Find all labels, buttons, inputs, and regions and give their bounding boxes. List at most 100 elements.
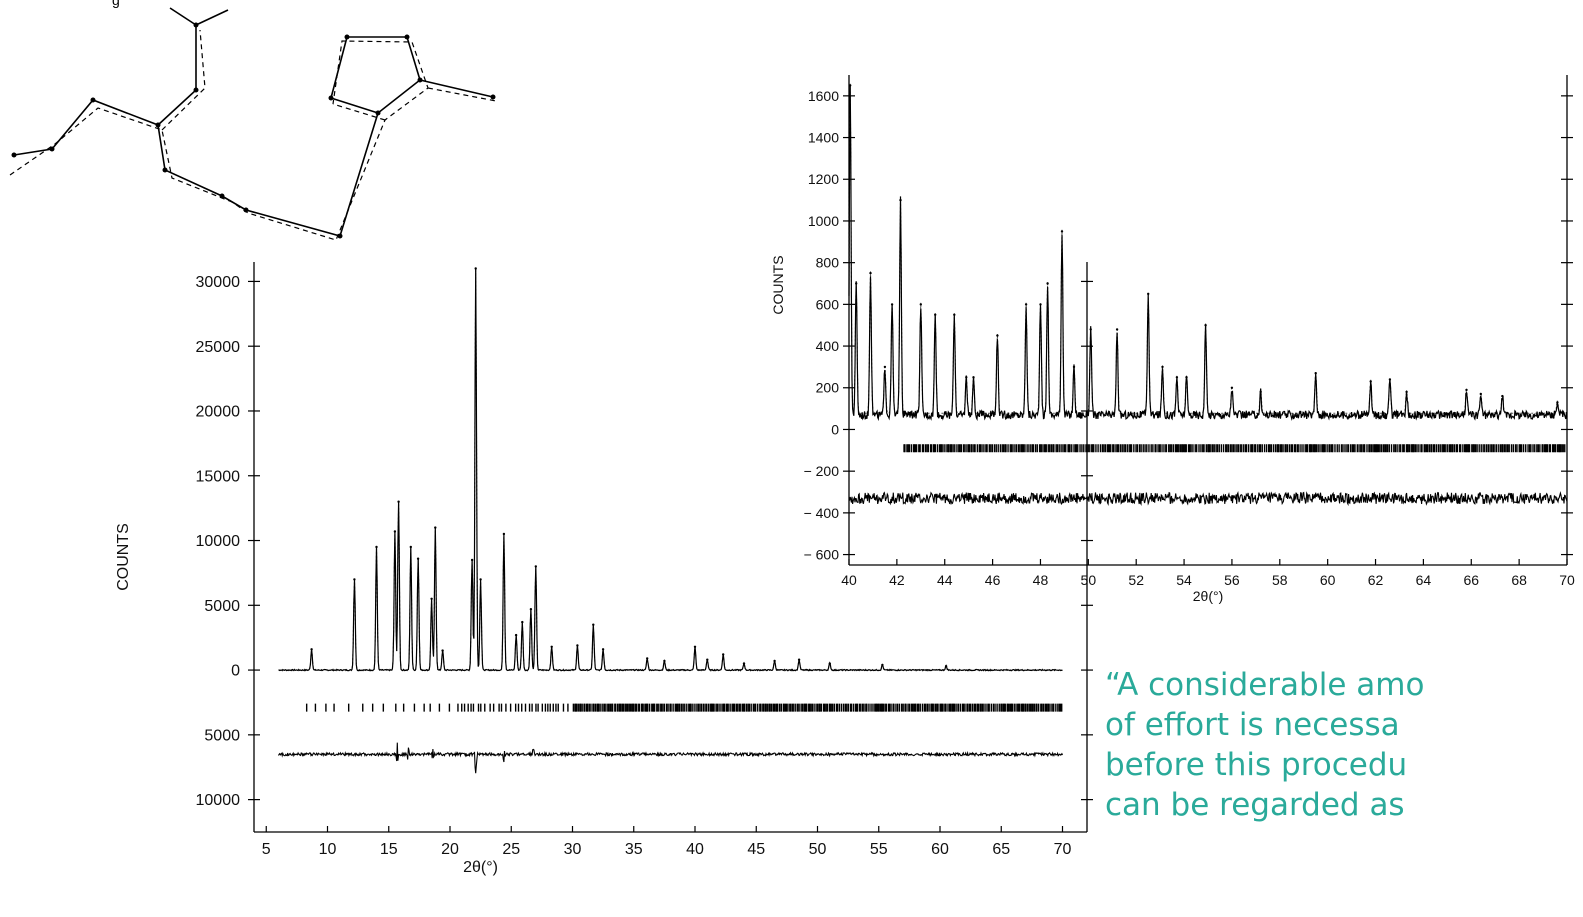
inset-diffraction-chart: 1600 1400 1200 1000 800 600 400 200 0 − 200 − 400 −… xyxy=(770,75,1575,604)
peak-point xyxy=(1204,324,1207,327)
x-tick-label: 68 xyxy=(1511,572,1527,588)
y-tick-label: 10000 xyxy=(196,792,241,809)
peak-point xyxy=(706,658,709,661)
x-tick-label: 30 xyxy=(564,841,582,858)
peak-point xyxy=(1556,401,1559,404)
peak-point xyxy=(397,500,400,503)
reflection-marks xyxy=(305,703,1063,712)
peak-point xyxy=(434,526,437,529)
y-axis-title: COUNTS xyxy=(770,255,786,314)
y-tick-label: 20000 xyxy=(196,404,241,421)
peak-point xyxy=(1185,376,1188,379)
x-tick-label: 20 xyxy=(441,841,459,858)
observed-profile-line xyxy=(278,268,1063,672)
x-tick-label: 60 xyxy=(1320,572,1336,588)
x-tick-label: 15 xyxy=(380,841,398,858)
peak-point xyxy=(1259,390,1262,394)
peak-point xyxy=(722,653,725,656)
peak-point xyxy=(409,545,412,549)
peak-point xyxy=(1175,376,1179,379)
y-tick-label: 5000 xyxy=(204,598,240,615)
x-tick-label: 46 xyxy=(985,572,1001,588)
peak-point xyxy=(1405,390,1408,394)
molecule-atoms xyxy=(11,22,496,239)
peak-point xyxy=(965,376,968,379)
peak-point xyxy=(550,645,553,648)
x-tick-label: 70 xyxy=(1559,572,1575,588)
y-tick-label: 1000 xyxy=(808,213,839,229)
peak-point xyxy=(1388,378,1392,381)
y-tick-label: 1400 xyxy=(808,129,839,145)
peak-point xyxy=(934,313,937,316)
peak-point xyxy=(742,662,746,665)
peak-point xyxy=(592,623,595,626)
peak-point xyxy=(919,303,922,306)
x-tick-label: 40 xyxy=(686,841,704,858)
peak-point xyxy=(646,657,649,660)
x-tick-label: 58 xyxy=(1272,572,1288,588)
peak-point xyxy=(1479,392,1482,396)
peak-point xyxy=(890,303,894,306)
y-tick-label: 1200 xyxy=(808,171,839,187)
y-tick-label: 800 xyxy=(816,255,840,271)
peak-point xyxy=(972,376,975,379)
peak-point xyxy=(693,645,697,648)
peak-point xyxy=(1501,394,1504,398)
peak-point xyxy=(773,659,776,663)
peak-point xyxy=(310,648,313,651)
x-tick-label: 5 xyxy=(262,841,271,858)
y-tick-label: 0 xyxy=(231,663,240,680)
x-tick-label: 25 xyxy=(502,841,520,858)
peak-point xyxy=(1115,328,1119,331)
y-tick-label: 10000 xyxy=(196,533,241,550)
peak-point xyxy=(521,620,524,624)
x-axis-title: 2θ(°) xyxy=(1193,588,1224,604)
y-tick-label: 400 xyxy=(816,338,840,354)
peak-point xyxy=(502,532,506,536)
x-axis-title: 2θ(°) xyxy=(463,859,498,876)
x-tick-label: 66 xyxy=(1463,572,1479,588)
x-tick-label: 50 xyxy=(1081,572,1097,588)
peak-point xyxy=(430,597,433,600)
y-tick-label: 25000 xyxy=(196,339,241,356)
y-tick-label: 0 xyxy=(831,421,839,437)
peak-point xyxy=(944,665,948,668)
molecule-dashed-bonds xyxy=(9,29,497,241)
peak-point xyxy=(855,282,858,285)
x-tick-label: 50 xyxy=(809,841,827,858)
axes: 30000 25000 20000 15000 10000 5000 0 5000 10000 5… xyxy=(115,262,1093,876)
peak-point xyxy=(1230,386,1234,389)
peak-point xyxy=(529,608,533,611)
y-tick-label: 30000 xyxy=(196,274,241,291)
peak-point xyxy=(416,557,420,560)
y-tick-label: − 200 xyxy=(804,463,840,479)
peak-point xyxy=(1072,365,1076,369)
peak-point xyxy=(1046,282,1049,285)
peak-point xyxy=(1024,303,1028,306)
x-tick-label: 55 xyxy=(870,841,888,858)
x-tick-label: 70 xyxy=(1054,841,1072,858)
peak-point xyxy=(534,565,537,568)
x-tick-label: 60 xyxy=(931,841,949,858)
peak-point xyxy=(1039,303,1042,306)
peak-point xyxy=(353,578,356,581)
y-axis-title: COUNTS xyxy=(115,523,132,591)
y-tick-label: − 600 xyxy=(804,546,840,562)
x-tick-label: 10 xyxy=(319,841,337,858)
peak-point xyxy=(393,530,397,533)
x-tick-label: 54 xyxy=(1176,572,1192,588)
peak-point xyxy=(601,648,605,651)
peak-point xyxy=(953,313,956,316)
x-tick-label: 35 xyxy=(625,841,643,858)
x-tick-label: 65 xyxy=(992,841,1010,858)
x-tick-label: 62 xyxy=(1368,572,1384,588)
peak-point xyxy=(1060,230,1064,233)
peak-point xyxy=(479,578,482,581)
peak-point xyxy=(1465,388,1468,392)
peak-point xyxy=(899,198,902,202)
x-tick-label: 45 xyxy=(747,841,765,858)
peak-point xyxy=(1314,372,1317,375)
peak-point xyxy=(514,633,518,637)
peak-point xyxy=(375,545,378,549)
y-tick-label: 200 xyxy=(816,380,840,396)
